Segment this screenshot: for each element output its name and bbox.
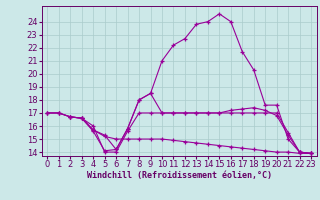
X-axis label: Windchill (Refroidissement éolien,°C): Windchill (Refroidissement éolien,°C) [87,171,272,180]
